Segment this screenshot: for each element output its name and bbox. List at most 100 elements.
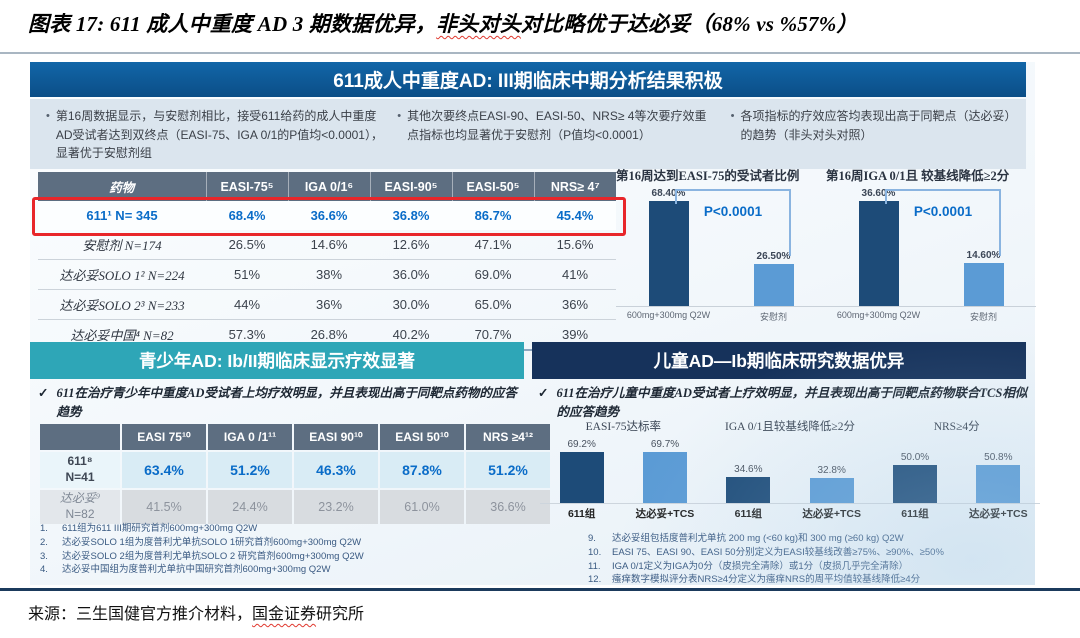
- bar-group-dupixent-tcs: 50.8%: [957, 439, 1040, 503]
- column-header: NRS≥ 4⁷: [533, 172, 616, 201]
- row-label: 达必妥⁹ N=82: [40, 490, 120, 524]
- bullet-marker-icon: •: [46, 110, 50, 122]
- column-header: EASI-90⁵: [369, 172, 452, 201]
- figure-title: 图表 17: 611 成人中重度 AD 3 期数据优异，非头对头对比略优于达必妥…: [28, 8, 1068, 38]
- cell-value: 23.2%: [294, 490, 378, 524]
- bar-group-611: 36.60%: [826, 188, 931, 306]
- bullet-text: 611在治疗儿童中重度AD受试者上疗效明显，并且表现出高于同靶点药物联合TCS相…: [556, 386, 1028, 419]
- x-tick-label: 达必妥+TCS: [969, 508, 1028, 520]
- bar-value-label: 34.6%: [734, 463, 763, 475]
- column-header: EASI-50⁵: [451, 172, 534, 201]
- footnote: 12. 瘙痒数字模拟评分表NRS≥4分定义为瘙痒NRS的周平均值较基线降低≥4分: [588, 573, 1038, 587]
- adult-charts-panel: 第16周达到EASI-75的受试者比例 P<0.0001 68.40% 26.5…: [616, 165, 1036, 323]
- bullet-text: 611在治疗青少年中重度AD受试者上均疗效明显，并且表现出高于同靶点药物的应答趋…: [56, 386, 517, 419]
- figure-title-wavy-text: 非头对头: [436, 12, 521, 36]
- table-row-dupixent: 达必妥⁹ N=82 41.5% 24.4% 23.2% 61.0% 36.6%: [40, 490, 550, 524]
- bar-value-label: 69.2%: [567, 439, 596, 450]
- bullet-marker-icon: •: [730, 110, 735, 122]
- bar-plot: 34.6% 32.8%: [706, 439, 874, 504]
- cell-value: 41%: [534, 259, 616, 290]
- x-axis-labels: 611组 达必妥+TCS: [707, 506, 874, 521]
- table-row-dupixent-solo2: 达必妥SOLO 2³ N=233 44% 36% 30.0% 65.0% 36%: [38, 289, 616, 320]
- x-tick-label: 611组: [734, 508, 763, 520]
- bar-group-611: 34.6%: [707, 439, 790, 503]
- footnote-number: 2.: [40, 536, 48, 548]
- row-label: 达必妥SOLO 2³ N=233: [38, 289, 206, 320]
- footnote: 11. IGA 0/1定义为IGA为0分（皮损完全清除）或1分（皮损几乎完全清除）: [588, 560, 1038, 574]
- column-header: EASI-75⁵: [205, 172, 288, 201]
- footnote-text: 达必妥中国组为度普利尤单抗中国研究首剂600mg+300mg Q2W: [62, 564, 331, 576]
- bar-dupixent-tcs: [809, 478, 854, 503]
- source-attribution: 来源：三生国健官方推介材料，国金证券研究所: [28, 600, 364, 624]
- row-label: 达必妥SOLO 1² N=224: [38, 259, 206, 290]
- x-axis-labels: 600mg+300mg Q2W 安慰剂: [616, 310, 826, 323]
- chart-iga01: 第16周IGA 0/1且 较基线降低≥2分 P<0.0001 36.60% 14…: [826, 165, 1036, 323]
- cell-value: 45.4%: [534, 201, 616, 230]
- x-tick-label: 600mg+300mg Q2W: [836, 310, 921, 320]
- bar-group-placebo: 26.50%: [721, 188, 826, 306]
- table-row-611-highlighted: 611¹ N= 345 68.4% 36.6% 36.8% 86.7% 45.4…: [38, 201, 616, 230]
- cell-value: 44%: [206, 289, 288, 320]
- row-label-drug: 611⁸: [67, 454, 93, 469]
- chart-title: IGA 0/1且较基线降低≥2分: [725, 421, 855, 433]
- children-section-header: 儿童AD—Ib期临床研究数据优异: [532, 342, 1026, 379]
- cell-value: 87.8%: [380, 452, 464, 488]
- p-value-label: P<0.0001: [703, 204, 763, 219]
- adolescent-results-table: EASI 75¹⁰ IGA 0 /1¹¹ EASI 90¹⁰ EASI 50¹⁰…: [38, 422, 552, 526]
- title-divider-rule: [0, 52, 1080, 54]
- bar-value-label: 26.50%: [756, 251, 791, 263]
- bar-plot: 69.2% 69.7%: [540, 439, 707, 504]
- column-header: NRS ≥4¹²: [466, 424, 550, 450]
- footnote-text: EASI 75、EASI 90、EASI 50分别定义为EASI较基线改善≥75…: [612, 546, 944, 558]
- table-row-611: 611⁸ N=41 63.4% 51.2% 46.3% 87.8% 51.2%: [40, 452, 550, 488]
- bar-group-611: 68.40%: [616, 188, 721, 306]
- footnotes-left: 1. 611组为611 III期研究首剂600mg+300mg Q2W 2. 达必妥…: [40, 522, 560, 577]
- footnote-text: 达必妥SOLO 1组为度普利尤单抗SOLO 1研究首剂600mg+300mg Q…: [62, 536, 362, 548]
- footnote-number: 11.: [588, 560, 601, 572]
- x-axis-labels: 611组 达必妥+TCS: [540, 506, 707, 521]
- x-tick-label: 600mg+300mg Q2W: [626, 310, 711, 320]
- row-label: 安慰剂 N=174: [38, 230, 206, 260]
- x-axis-labels: 611组 达必妥+TCS: [873, 506, 1040, 521]
- cell-value: 36.6%: [288, 201, 370, 230]
- cell-value: 51.2%: [208, 452, 292, 488]
- bar-611: [559, 452, 604, 503]
- bar-611: [893, 465, 937, 503]
- cell-value: 30.0%: [370, 289, 452, 320]
- footnote-text: IGA 0/1定义为IGA为0分（皮损完全清除）或1分（皮损几乎完全清除）: [612, 560, 909, 572]
- footnote-number: 9.: [588, 533, 596, 544]
- bar-group-dupixent-tcs: 32.8%: [790, 439, 873, 503]
- column-header: [40, 424, 120, 450]
- cell-value: 61.0%: [380, 490, 464, 524]
- bullet-item: • 各项指标的疗效应答均表现出高于同靶点（达必妥）的趋势（非头对头对照）: [731, 107, 1016, 163]
- bullet-text: 各项指标的疗效应答均表现出高于同靶点（达必妥）的趋势（非头对头对照）: [740, 109, 1011, 142]
- bar-611: [648, 201, 689, 306]
- checkmark-icon: ✓: [38, 386, 49, 400]
- bottom-divider-rule: [0, 588, 1080, 591]
- row-label: 611¹ N= 345: [38, 201, 206, 230]
- significance-bracket: [885, 189, 1001, 256]
- cell-value: 14.6%: [288, 230, 370, 260]
- chart-title: NRS≥4分: [933, 421, 980, 433]
- x-axis-labels: 600mg+300mg Q2W 安慰剂: [826, 310, 1036, 323]
- cell-value: 36.8%: [370, 201, 452, 230]
- bullet-text: 其他次要终点EASI-90、EASI-50、NRS≥ 4等次要疗效重点指标也均显…: [407, 109, 707, 142]
- bullet-text: 第16周数据显示，与安慰剂相比，接受611给药的成人中重度AD受试者达到双终点（…: [55, 109, 383, 161]
- bar-value-label: 14.60%: [966, 249, 1001, 261]
- footnote-number: 4.: [40, 564, 48, 576]
- bar-group-placebo: 14.60%: [931, 188, 1036, 306]
- x-tick-label: 611组: [901, 508, 929, 520]
- bar-group-611: 50.0%: [873, 439, 956, 503]
- cell-value: 63.4%: [122, 452, 206, 488]
- table-row-placebo: 安慰剂 N=174 26.5% 14.6% 12.6% 47.1% 15.6%: [38, 230, 616, 260]
- footnote-number: 3.: [40, 550, 48, 562]
- bar-plot: P<0.0001 36.60% 14.60%: [826, 188, 1036, 307]
- significance-bracket: [675, 189, 791, 256]
- cell-value: 24.4%: [208, 490, 292, 524]
- table-header-row: EASI 75¹⁰ IGA 0 /1¹¹ EASI 90¹⁰ EASI 50¹⁰…: [40, 424, 550, 450]
- cell-value: 12.6%: [370, 230, 452, 260]
- x-tick-label: 达必妥+TCS: [635, 508, 695, 520]
- footnote: 1. 611组为611 III期研究首剂600mg+300mg Q2W: [40, 522, 560, 536]
- footnote: 2. 达必妥SOLO 1组为度普利尤单抗SOLO 1研究首剂600mg+300mg…: [40, 536, 560, 550]
